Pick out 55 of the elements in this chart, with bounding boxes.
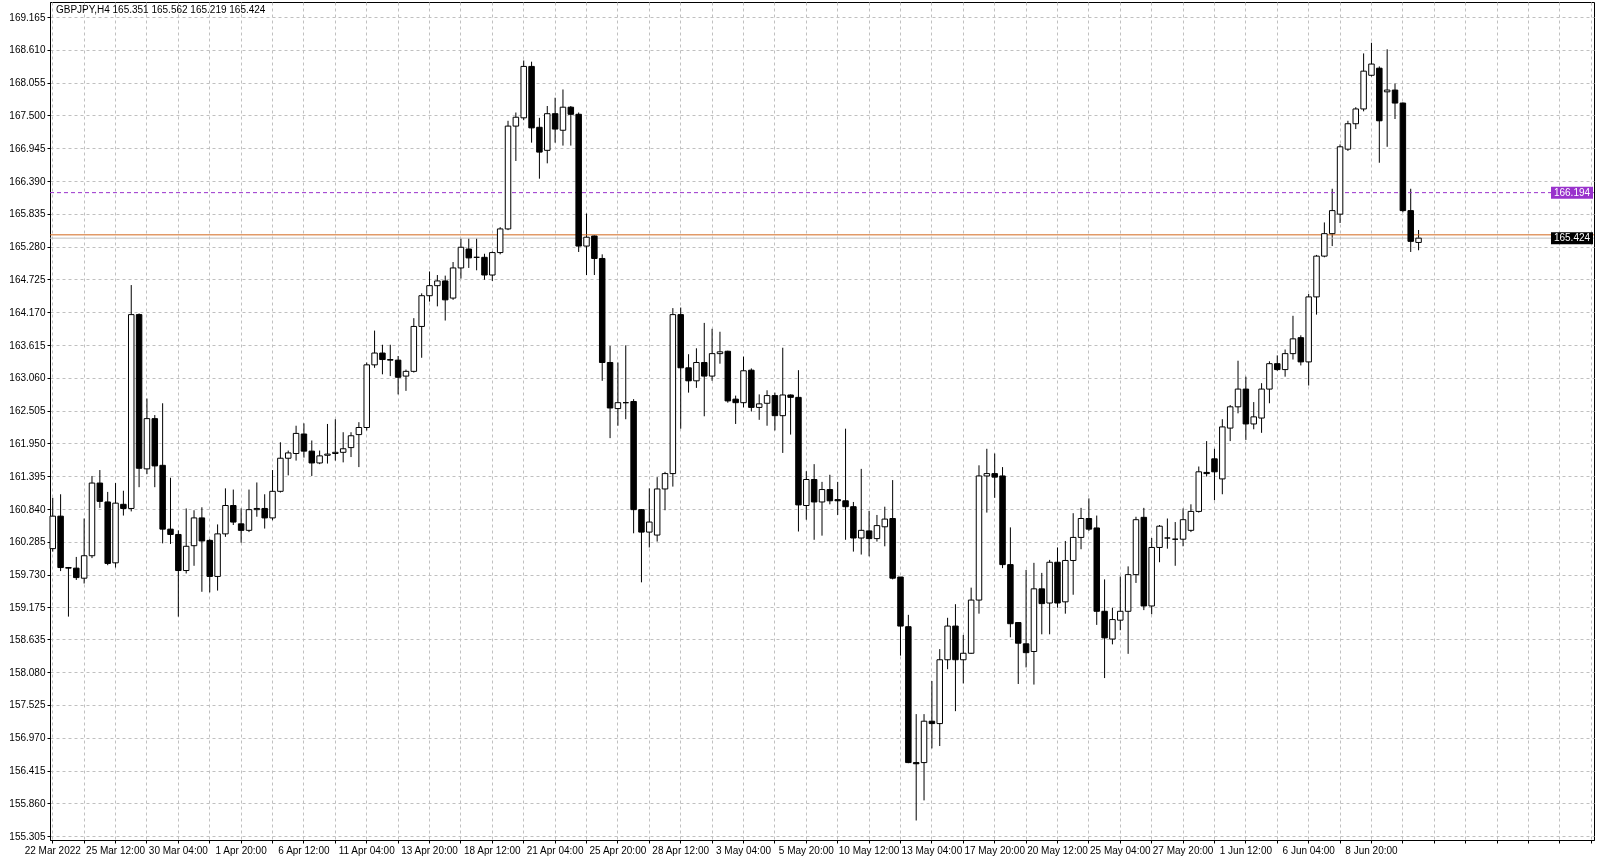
x-tick-label: 27 May 20:00 xyxy=(1152,844,1214,856)
x-tick-label: 8 Jun 20:00 xyxy=(1345,844,1399,856)
y-tick-label: 161.395 xyxy=(9,470,46,482)
x-tick-label: 28 Apr 12:00 xyxy=(652,844,710,856)
y-tick-label: 159.175 xyxy=(9,601,46,613)
y-tick-label: 162.505 xyxy=(9,405,46,417)
x-tick-label: 18 Apr 12:00 xyxy=(463,844,522,856)
x-tick-label: 6 Jun 04:00 xyxy=(1282,844,1336,856)
x-tick-label: 13 May 04:00 xyxy=(901,844,963,856)
y-tick-label: 167.500 xyxy=(9,109,46,121)
x-tick-label: 1 Jun 12:00 xyxy=(1219,844,1273,856)
y-tick-label: 155.860 xyxy=(9,797,46,809)
x-tick-label: 3 May 04:00 xyxy=(715,844,772,856)
y-tick-label: 157.525 xyxy=(9,699,46,711)
chart-title: GBPJPY,H4 165.351 165.562 165.219 165.424 xyxy=(56,4,266,15)
candlestick xyxy=(1164,518,1171,550)
ref-line-label: 165.424 xyxy=(1553,232,1591,244)
y-tick-label: 163.060 xyxy=(9,372,46,384)
x-tick-label: 10 May 12:00 xyxy=(838,844,900,856)
x-tick-label: 25 Apr 20:00 xyxy=(589,844,647,856)
x-tick-label: 1 Apr 20:00 xyxy=(215,844,268,856)
candlestick xyxy=(347,431,355,458)
x-tick-label: 30 Mar 04:00 xyxy=(148,844,209,856)
y-tick-label: 158.635 xyxy=(9,633,46,645)
y-tick-label: 166.945 xyxy=(9,142,46,154)
x-tick-label: 25 Mar 12:00 xyxy=(86,844,146,856)
y-tick-label: 160.840 xyxy=(9,503,46,515)
y-tick-label: 158.080 xyxy=(9,666,46,678)
x-tick-label: 13 Apr 20:00 xyxy=(401,844,459,856)
y-tick-label: 168.055 xyxy=(9,77,46,89)
y-tick-label: 155.305 xyxy=(9,830,46,842)
y-tick-label: 160.285 xyxy=(9,536,46,548)
y-tick-label: 165.835 xyxy=(9,208,46,220)
y-tick-label: 156.970 xyxy=(9,732,46,744)
y-tick-label: 169.165 xyxy=(9,11,46,23)
x-tick-label: 20 May 12:00 xyxy=(1027,844,1089,856)
y-tick-label: 161.950 xyxy=(9,437,46,449)
y-tick-label: 168.610 xyxy=(9,44,46,56)
candlestick xyxy=(1179,507,1187,547)
x-tick-label: 6 Apr 12:00 xyxy=(278,844,330,856)
y-tick-label: 164.725 xyxy=(9,273,46,285)
x-tick-label: 11 Apr 04:00 xyxy=(338,844,396,856)
y-tick-label: 165.280 xyxy=(9,241,46,253)
y-tick-label: 159.730 xyxy=(9,569,46,581)
x-tick-label: 25 May 04:00 xyxy=(1089,844,1152,856)
ref-line-label: 166.194 xyxy=(1553,186,1591,198)
y-tick-label: 166.390 xyxy=(9,175,46,187)
x-tick-label: 21 Apr 04:00 xyxy=(526,844,584,856)
candlestick xyxy=(614,361,622,427)
x-tick-label: 22 Mar 2022 xyxy=(24,844,82,856)
x-tick-label: 5 May 20:00 xyxy=(778,844,835,856)
x-tick-label: 17 May 20:00 xyxy=(964,844,1026,856)
y-tick-label: 164.170 xyxy=(9,306,46,318)
y-tick-label: 156.415 xyxy=(9,765,46,777)
y-tick-label: 163.615 xyxy=(9,339,46,351)
